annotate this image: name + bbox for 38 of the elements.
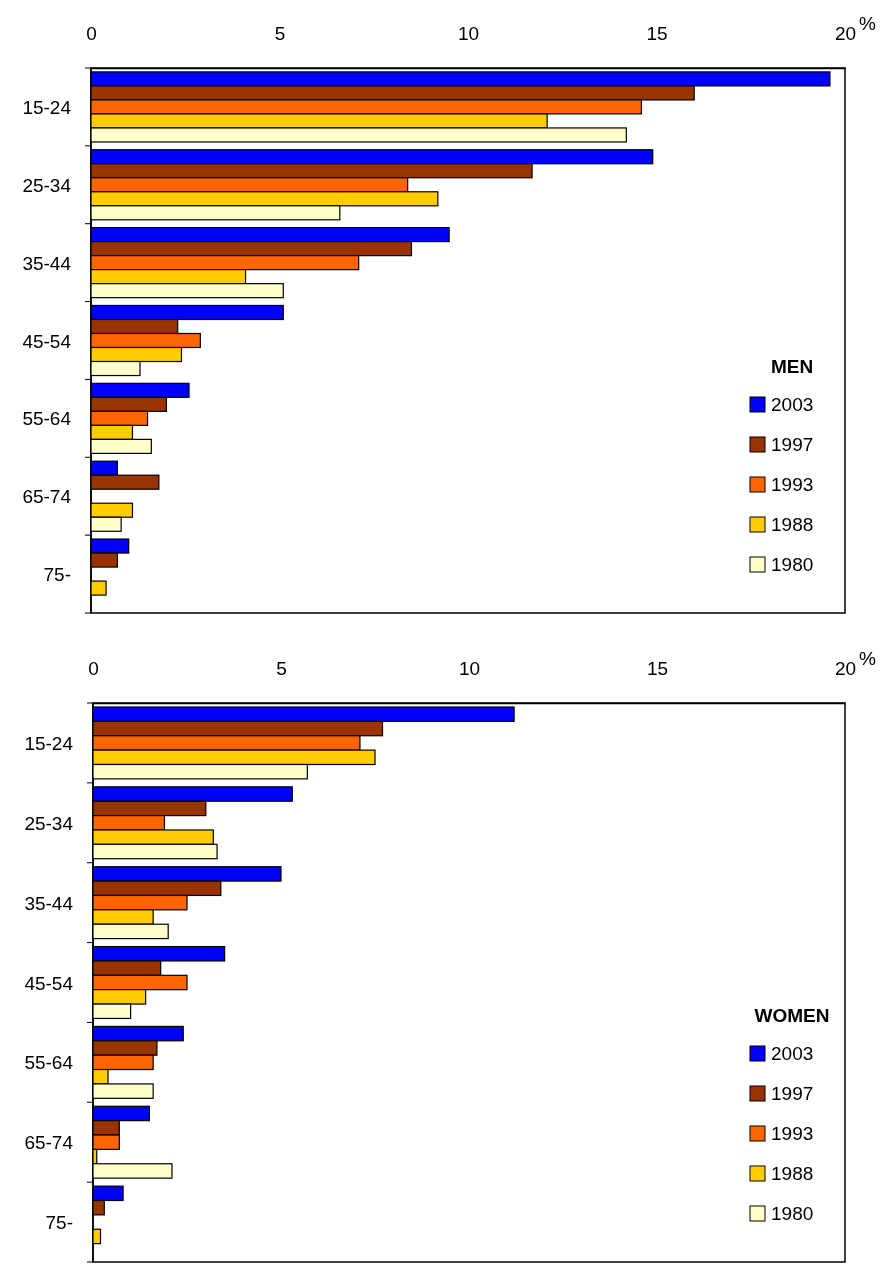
y-tick-label: 75-	[43, 564, 71, 586]
y-tick-label: 55-64	[24, 1052, 74, 1074]
legend-label: 2003	[771, 394, 814, 415]
legend-title: MEN	[770, 356, 814, 377]
y-tick-label: 65-74	[24, 1132, 74, 1154]
legend-title: WOMEN	[754, 1005, 830, 1026]
y-tick-label: 45-54	[22, 330, 72, 352]
legend-label: 1980	[771, 1203, 814, 1224]
y-tick-label: 75-	[45, 1212, 73, 1234]
legend-label: 2003	[771, 1043, 814, 1064]
y-tick-label: 35-44	[22, 252, 72, 274]
x-axis-title: %	[859, 13, 876, 34]
y-tick-label: 25-34	[22, 174, 72, 196]
legend-label: 1993	[771, 1123, 814, 1144]
x-tick-label: 20	[834, 658, 857, 679]
x-tick-label: 20	[834, 23, 857, 44]
y-tick-label: 15-24	[22, 96, 72, 118]
legend-label: 1997	[771, 1083, 814, 1104]
legend-label: 1988	[771, 1163, 814, 1184]
x-tick-label: 5	[274, 23, 286, 44]
x-tick-label: 15	[646, 23, 668, 44]
x-tick-label: 0	[88, 658, 99, 679]
x-tick-label: 0	[86, 23, 97, 44]
x-tick-label: 15	[646, 658, 669, 679]
y-tick-label: 15-24	[24, 732, 74, 754]
y-tick-label: 65-74	[22, 486, 72, 508]
y-tick-label: 45-54	[24, 972, 74, 994]
legend-label: 1980	[771, 554, 814, 575]
y-tick-label: 35-44	[24, 892, 74, 914]
legend-label: 1993	[771, 474, 814, 495]
x-tick-label: 10	[457, 23, 480, 44]
x-tick-label: 5	[276, 658, 287, 679]
y-tick-label: 55-64	[22, 408, 72, 430]
legend-label: 1988	[771, 514, 814, 535]
legend-label: 1997	[771, 434, 814, 455]
y-tick-label: 25-34	[24, 812, 74, 834]
x-axis-title: %	[859, 648, 876, 669]
x-tick-label: 10	[458, 658, 481, 679]
